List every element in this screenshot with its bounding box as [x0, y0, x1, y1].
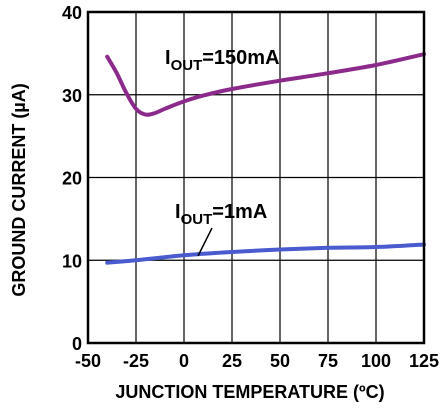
y-tick-label: 20	[62, 169, 82, 189]
x-tick-label: 100	[361, 351, 391, 371]
y-tick-label: 10	[62, 251, 82, 271]
series-line-1ma	[105, 242, 426, 265]
y-axis-title: GROUND CURRENT (µA)	[9, 83, 29, 296]
series-line-150ma	[105, 52, 426, 117]
y-tick-label: 30	[62, 86, 82, 106]
x-tick-label: 75	[318, 351, 338, 371]
x-tick-label: 25	[222, 351, 242, 371]
x-tick-labels: -50 -25 0 25 50 75 100 125	[75, 351, 439, 371]
y-tick-label: 0	[72, 334, 82, 354]
annotation-iout-150ma: IOUT=150mA	[165, 47, 280, 74]
annotation-leader-1ma	[197, 227, 213, 257]
y-tick-labels: 0 10 20 30 40	[62, 3, 82, 354]
series-lines	[105, 52, 426, 265]
x-tick-label: -50	[75, 351, 101, 371]
annotation-iout-1ma: IOUT=1mA	[175, 201, 267, 228]
plot-frame	[86, 10, 426, 345]
x-tick-label: 125	[409, 351, 439, 371]
x-tick-label: 0	[179, 351, 189, 371]
y-tick-label: 40	[62, 3, 82, 23]
x-tick-label: -25	[123, 351, 149, 371]
x-tick-label: 50	[270, 351, 290, 371]
x-axis-title: JUNCTION TEMPERATURE (ºC)	[115, 382, 384, 402]
